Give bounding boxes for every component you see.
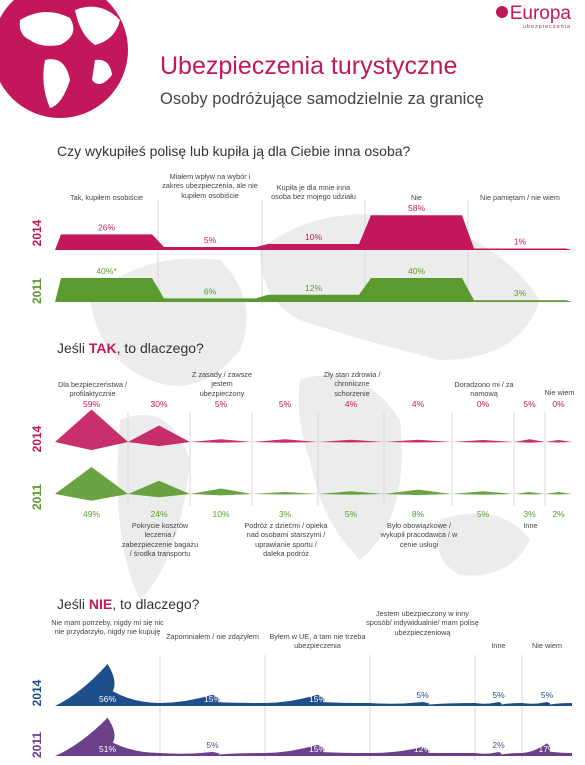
section1-value-label: 40%* [96, 266, 117, 276]
section1-series-2014-area [55, 215, 572, 250]
section2-series-2014-peak [545, 440, 572, 443]
section1-category-label: Miałem wpływ na wybór i zakres ubezpiecz… [162, 172, 258, 200]
section1-category-label: Tak, kupiłem osobiście [69, 193, 143, 202]
section2-series-2011-peak [190, 488, 252, 496]
section3-value-label: 2% [492, 740, 505, 750]
section3-value-label: 17% [538, 744, 555, 754]
section2-value-label: 5% [523, 399, 536, 409]
section1-value-label: 26% [98, 222, 115, 232]
section2-category-bottom: Było obowiązkowe / wykupił pracodawca / … [380, 521, 458, 549]
brand-logo[interactable]: Europa [495, 3, 571, 25]
section1-value-label: 40% [408, 266, 425, 276]
section2-series-2014-peak [128, 425, 190, 447]
section1-value-label: 1% [514, 237, 527, 247]
section1-question: Czy wykupiłeś polisę lub kupiła ją dla C… [57, 143, 411, 159]
section2-category-top: Doradzono mi / za namową [454, 380, 514, 399]
section1-value-label: 10% [305, 232, 322, 242]
section2-series-2011-peak [514, 492, 545, 495]
brand-name: Europa [509, 3, 571, 24]
section3-question: Jeśli NIE, to dlaczego? [57, 596, 200, 612]
section2-value-label: 4% [345, 399, 358, 409]
section2-value-label: 10% [212, 509, 229, 519]
section3-value-label: 56% [99, 694, 116, 704]
section3-value-label: 5% [416, 690, 429, 700]
section3-value-label: 12% [414, 744, 431, 754]
section2-value-label: 5% [215, 399, 228, 409]
section3-value-label: 51% [99, 744, 116, 754]
section2-category-bottom: Inne [523, 521, 538, 530]
section2-value-label: 59% [83, 399, 100, 409]
section2-series-2014-peak [55, 409, 128, 451]
section3-category-label: Zapomniałem / nie zdążyłem [166, 632, 259, 641]
section2-value-label: 0% [552, 399, 565, 409]
section2-category-top: Nie wiem [544, 388, 575, 397]
section1-category-label: Kupiła je dla mnie inna osoba bez mojego… [271, 183, 356, 202]
section3-value-label: 15% [204, 694, 221, 704]
section2-value-label: 4% [412, 399, 425, 409]
section2-value-label: 5% [279, 399, 292, 409]
section2-category-bottom: Pokrycie kosztów leczenia / zabezpieczen… [121, 521, 199, 559]
section2-category-bottom: Podróż z dziećmi / opieka nad osobami st… [244, 521, 328, 559]
section2-value-label: 2% [552, 509, 565, 519]
section2-value-label: 49% [83, 509, 100, 519]
section3-category-label: Jestem ubezpieczony w inny sposób/ indyw… [366, 609, 479, 637]
section3-category-label: Nie mam potrzeby, nigdy mi się nic nie p… [51, 618, 164, 637]
section2-series-2011-peak [545, 492, 572, 495]
section2-series-2011-peak [252, 492, 318, 495]
section2-series-2011-peak [384, 489, 452, 496]
section3-category-label: Byłem w UE, a tam nie trzeba ubezpieczen… [269, 632, 366, 651]
section2-value-label: 8% [412, 509, 425, 519]
section1-series-2011-area [55, 278, 572, 302]
section2-series-2014-peak [452, 440, 514, 443]
section2-value-label: 30% [150, 399, 167, 409]
section3-category-label: Nie wiem [531, 641, 562, 650]
section2-series-2011-peak [55, 467, 128, 501]
section2-series-2014-peak [384, 439, 452, 443]
section3-value-label: 15% [309, 744, 326, 754]
page-title: Ubezpieczenia turystyczne [160, 52, 458, 80]
section2-category-top: Z zasady / zawsze jestem ubezpieczony [191, 370, 253, 398]
section2-value-label: 3% [279, 509, 292, 519]
section1-value-label: 6% [204, 286, 217, 296]
page-subtitle: Osoby podróżujące samodzielnie za granic… [160, 90, 484, 108]
section3-value-label: 5% [541, 690, 554, 700]
section2-series-2011-peak [318, 491, 384, 495]
section2-series-2014-peak [514, 439, 545, 443]
section3-series-2014-wave [55, 664, 572, 706]
globe-logo [0, 0, 128, 118]
section2-value-label: 0% [477, 399, 490, 409]
section1-value-label: 12% [305, 283, 322, 293]
section2-question: Jeśli TAK, to dlaczego? [57, 340, 204, 356]
section1-value-label: 5% [204, 235, 217, 245]
section2-series-2014-peak [252, 439, 318, 443]
section2-series-2011-peak [452, 491, 514, 495]
section3-value-label: 5% [492, 690, 505, 700]
section2-series-2014-peak [318, 439, 384, 443]
section1-value-label: 58% [408, 203, 425, 213]
section3-value-label: 5% [206, 740, 219, 750]
section2-value-label: 3% [523, 509, 536, 519]
section1-category-label: Nie pamiętam / nie wiem [480, 193, 560, 202]
section1-category-label: Nie [411, 193, 422, 202]
section3-category-label: Inne [491, 641, 506, 650]
section1-value-label: 3% [514, 288, 527, 298]
section2-value-label: 24% [150, 509, 167, 519]
section2-value-label: 5% [477, 509, 490, 519]
section2-category-top: Zły stan zdrowia / chroniczne schorzenie [323, 370, 381, 398]
section2-value-label: 5% [345, 509, 358, 519]
section3-series-2011-wave [55, 717, 572, 756]
section2-series-2014-peak [190, 439, 252, 443]
section2-series-2011-peak [128, 480, 190, 498]
brand-subtitle: ubezpieczenia [522, 24, 571, 30]
section2-category-top: Dla bezpieczeństwa / profilaktycznie [58, 380, 127, 399]
section3-value-label: 15% [309, 694, 326, 704]
brand-mark-icon [495, 6, 508, 18]
